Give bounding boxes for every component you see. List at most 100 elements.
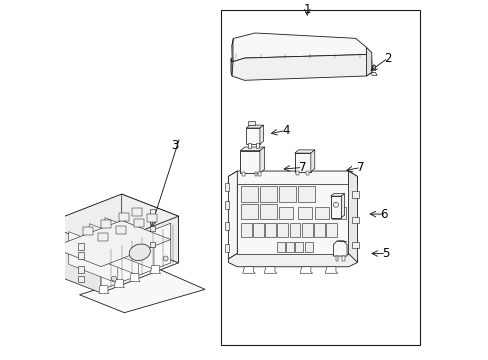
Bar <box>247 143 251 148</box>
Bar <box>147 214 157 222</box>
Polygon shape <box>246 125 263 128</box>
Bar <box>119 213 129 221</box>
Polygon shape <box>260 147 264 173</box>
Polygon shape <box>231 33 366 62</box>
Bar <box>78 243 84 249</box>
Polygon shape <box>237 184 348 253</box>
Polygon shape <box>52 220 170 267</box>
Polygon shape <box>44 194 178 246</box>
Polygon shape <box>336 241 346 242</box>
Polygon shape <box>265 223 276 237</box>
Bar <box>254 172 257 176</box>
Text: 4: 4 <box>282 124 289 137</box>
Polygon shape <box>114 280 124 288</box>
Bar <box>150 242 155 247</box>
Text: 5: 5 <box>382 247 389 260</box>
Bar <box>224 244 228 252</box>
Bar <box>247 121 254 125</box>
Polygon shape <box>69 232 118 283</box>
Polygon shape <box>294 150 314 153</box>
Polygon shape <box>101 216 178 293</box>
Polygon shape <box>228 171 357 188</box>
Polygon shape <box>241 204 258 220</box>
Polygon shape <box>260 186 277 202</box>
Text: 1: 1 <box>303 3 310 16</box>
Bar <box>82 227 93 235</box>
Ellipse shape <box>129 244 150 261</box>
Polygon shape <box>278 207 293 220</box>
Polygon shape <box>228 171 237 259</box>
Polygon shape <box>260 204 277 220</box>
Polygon shape <box>253 223 264 237</box>
Bar <box>116 226 126 234</box>
Polygon shape <box>297 186 314 202</box>
Polygon shape <box>99 286 109 294</box>
Polygon shape <box>260 125 263 144</box>
Bar <box>305 171 308 175</box>
Polygon shape <box>333 241 346 256</box>
Bar <box>78 276 84 282</box>
Text: 7: 7 <box>357 161 364 174</box>
Bar <box>242 172 244 176</box>
Text: 7: 7 <box>298 161 305 174</box>
Polygon shape <box>297 207 312 220</box>
Polygon shape <box>285 242 293 252</box>
Polygon shape <box>80 270 204 313</box>
Polygon shape <box>330 194 344 196</box>
Polygon shape <box>289 223 300 237</box>
Polygon shape <box>44 194 122 271</box>
Polygon shape <box>241 223 251 237</box>
Polygon shape <box>295 242 303 252</box>
Polygon shape <box>371 65 375 69</box>
Bar <box>78 252 84 259</box>
Text: 3: 3 <box>170 139 178 152</box>
Polygon shape <box>314 207 328 220</box>
Bar <box>224 183 228 191</box>
Polygon shape <box>150 266 160 274</box>
Polygon shape <box>240 147 264 150</box>
Bar <box>351 217 359 223</box>
Polygon shape <box>278 186 296 202</box>
Polygon shape <box>89 224 138 275</box>
Polygon shape <box>241 186 258 202</box>
Bar <box>294 153 310 172</box>
Bar <box>351 242 359 248</box>
Bar <box>246 128 260 144</box>
Bar <box>134 219 144 227</box>
Polygon shape <box>300 267 312 273</box>
Polygon shape <box>325 223 336 237</box>
Polygon shape <box>122 194 178 263</box>
Polygon shape <box>301 223 312 237</box>
Polygon shape <box>242 267 255 273</box>
Bar <box>224 222 228 230</box>
Polygon shape <box>366 47 371 76</box>
Polygon shape <box>276 242 284 252</box>
Bar <box>101 220 111 228</box>
Bar <box>132 208 142 216</box>
Polygon shape <box>130 274 140 282</box>
Polygon shape <box>228 253 357 267</box>
Bar <box>221 10 419 345</box>
Bar <box>351 192 359 198</box>
Polygon shape <box>44 224 101 293</box>
Polygon shape <box>230 39 233 76</box>
Bar <box>240 150 260 173</box>
Bar <box>224 201 228 209</box>
Polygon shape <box>310 150 314 172</box>
Polygon shape <box>341 194 344 218</box>
Polygon shape <box>348 171 357 262</box>
Text: 6: 6 <box>380 208 387 221</box>
Polygon shape <box>313 223 324 237</box>
Bar <box>296 171 299 175</box>
Bar <box>150 226 155 231</box>
Polygon shape <box>105 218 154 269</box>
Polygon shape <box>304 242 312 252</box>
Polygon shape <box>325 267 337 273</box>
Bar <box>342 256 345 261</box>
Bar <box>150 209 155 214</box>
Circle shape <box>111 276 116 281</box>
Bar <box>335 256 338 261</box>
Polygon shape <box>101 223 170 290</box>
Polygon shape <box>331 207 346 220</box>
Polygon shape <box>371 72 376 75</box>
